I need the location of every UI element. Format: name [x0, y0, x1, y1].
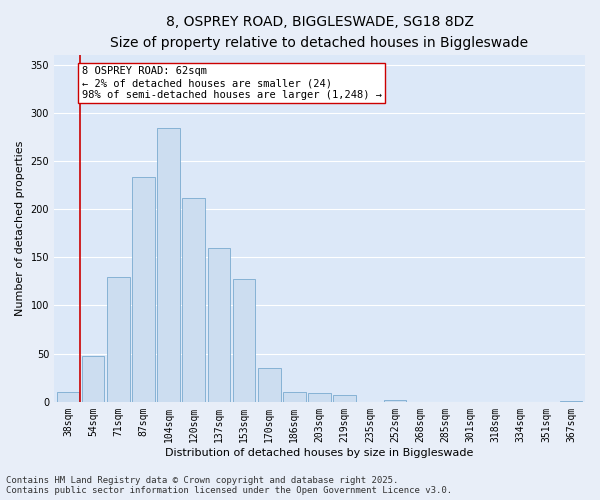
Bar	[182, 198, 205, 402]
Bar	[132, 178, 155, 402]
Title: 8, OSPREY ROAD, BIGGLESWADE, SG18 8DZ
Size of property relative to detached hous: 8, OSPREY ROAD, BIGGLESWADE, SG18 8DZ Si…	[110, 15, 529, 50]
Bar	[334, 395, 356, 402]
Y-axis label: Number of detached properties: Number of detached properties	[15, 140, 25, 316]
Bar	[107, 276, 130, 402]
Bar	[258, 368, 281, 402]
Bar	[308, 393, 331, 402]
Bar	[157, 128, 180, 402]
Bar	[383, 400, 406, 402]
Bar	[56, 392, 79, 402]
Bar	[82, 356, 104, 402]
Text: 8 OSPREY ROAD: 62sqm
← 2% of detached houses are smaller (24)
98% of semi-detach: 8 OSPREY ROAD: 62sqm ← 2% of detached ho…	[82, 66, 382, 100]
Bar	[283, 392, 305, 402]
X-axis label: Distribution of detached houses by size in Biggleswade: Distribution of detached houses by size …	[166, 448, 474, 458]
Text: Contains HM Land Registry data © Crown copyright and database right 2025.
Contai: Contains HM Land Registry data © Crown c…	[6, 476, 452, 495]
Bar	[233, 280, 256, 402]
Bar	[208, 248, 230, 402]
Bar	[560, 401, 583, 402]
